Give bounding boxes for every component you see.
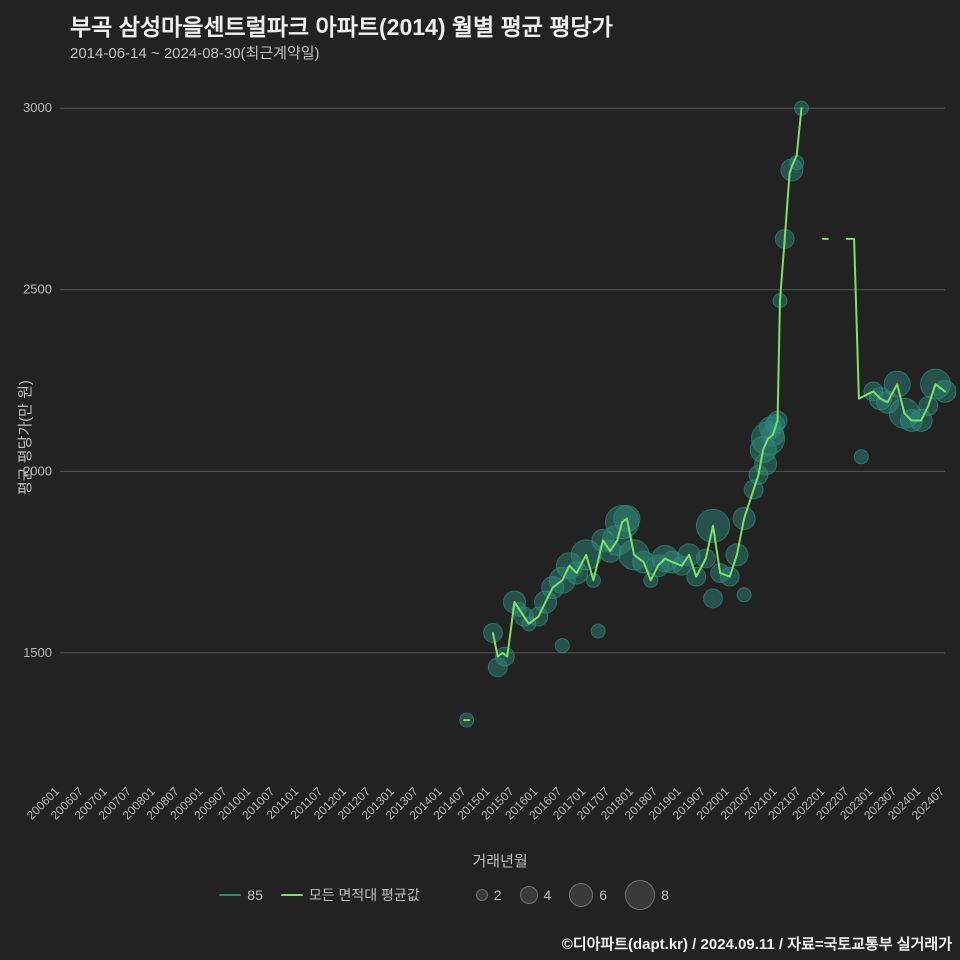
x-axis-label: 거래년월: [473, 850, 528, 871]
scatter-point: [704, 589, 723, 608]
scatter-point: [555, 639, 569, 653]
legend-size-item: 6: [569, 883, 607, 907]
legend-label: 6: [599, 887, 607, 903]
scatter-point: [755, 453, 777, 475]
legend-label: 모든 면적대 평균값: [309, 885, 420, 905]
legend-size-item: 8: [625, 880, 669, 910]
legend-size-item: 4: [520, 886, 552, 904]
scatter-point: [737, 588, 751, 602]
y-axis-label: 평균 평당가(만 원): [14, 380, 35, 495]
legend-bubble-swatch: [476, 889, 488, 901]
scatter-point: [591, 624, 605, 638]
legend-bubble-swatch: [520, 886, 538, 904]
legend-line-item: 모든 면적대 평균값: [281, 885, 420, 905]
chart-container: 부곡 삼성마을센트럴파크 아파트(2014) 월별 평균 평당가 2014-06…: [0, 0, 960, 960]
legend-label: 85: [247, 887, 263, 903]
legend-line-swatch: [281, 894, 303, 896]
legend: 85 모든 면적대 평균값 2 4 6 8: [219, 880, 669, 910]
legend-size-item: 2: [476, 887, 502, 903]
legend-label: 4: [544, 887, 552, 903]
y-tick-label: 1500: [23, 645, 52, 660]
y-tick-label: 2500: [23, 282, 52, 297]
scatter-point: [854, 450, 868, 464]
legend-line-item: 85: [219, 887, 263, 903]
legend-label: 8: [661, 887, 669, 903]
chart-footer: ©디아파트(dapt.kr) / 2024.09.11 / 자료=국토교통부 실…: [562, 933, 952, 954]
plot-area: 1500200025003000200601200607200701200707…: [0, 0, 960, 960]
y-tick-label: 3000: [23, 100, 52, 115]
legend-bubble-swatch: [569, 883, 593, 907]
legend-bubble-swatch: [625, 880, 655, 910]
legend-line-swatch: [219, 894, 241, 896]
legend-label: 2: [494, 887, 502, 903]
